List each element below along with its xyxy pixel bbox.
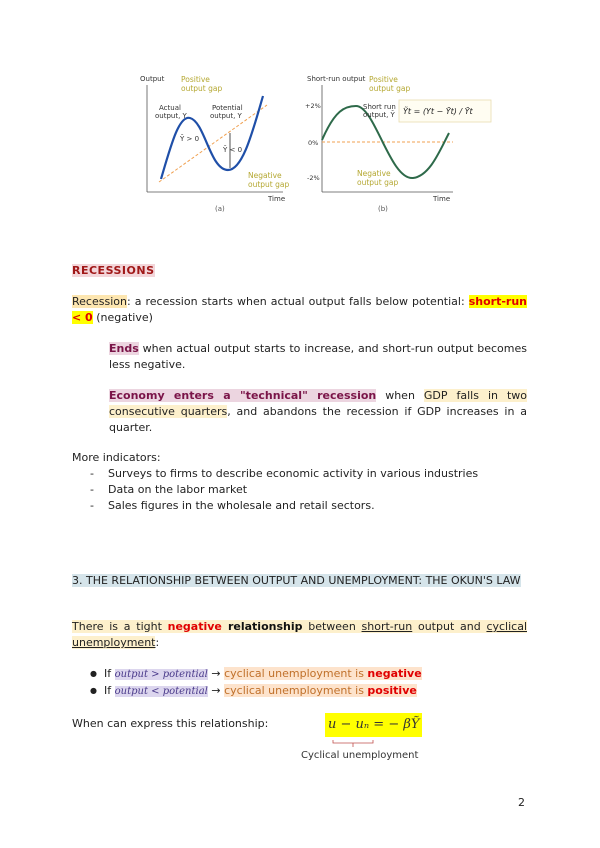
express-label: When can express this relationship: [72, 717, 269, 730]
svg-text:output gap: output gap [248, 180, 289, 189]
okun-intro: There is a tight negative relationship b… [72, 620, 527, 649]
figure-left: Output Time (a) Positive output gap Actu… [140, 75, 289, 213]
cyclical-unemployment-label: Cyclical unemployment [301, 750, 419, 761]
list-item: If output < potential → cyclical unemplo… [90, 683, 520, 700]
svg-text:output gap: output gap [369, 84, 410, 93]
svg-text:Short-run output: Short-run output [307, 75, 366, 83]
potential-output-line [158, 104, 268, 183]
more-indicators-label: More indicators: [72, 451, 161, 464]
recessions-heading: RECESSIONS [72, 264, 155, 277]
svg-text:Negative: Negative [357, 169, 391, 178]
okun-equation: u − uₙ = − βỸ [325, 713, 422, 737]
technical-recession: Economy enters a "technical" recession w… [109, 389, 527, 434]
short-run-output-formula: Ỹt = (Yt − Ȳt) / Ȳt [403, 106, 474, 116]
svg-text:Short run: Short run [363, 103, 396, 111]
svg-text:Output: Output [140, 75, 165, 83]
svg-text:output gap: output gap [357, 178, 398, 187]
svg-text:(a): (a) [215, 205, 225, 213]
list-item: Surveys to firms to describe economic ac… [90, 466, 527, 482]
okun-bullets: If output > potential → cyclical unemplo… [90, 666, 520, 700]
svg-text:output, Ỹ: output, Ỹ [363, 110, 396, 119]
svg-text:Time: Time [267, 195, 285, 203]
svg-text:Ỹ > 0: Ỹ > 0 [179, 134, 199, 143]
okun-heading: 3. THE RELATIONSHIP BETWEEN OUTPUT AND U… [72, 574, 521, 587]
svg-text:Positive: Positive [369, 75, 398, 84]
svg-text:-2%: -2% [307, 174, 320, 182]
svg-text:Ỹ < 0: Ỹ < 0 [222, 145, 242, 154]
svg-text:Actual: Actual [159, 104, 181, 112]
list-item: Sales figures in the wholesale and retai… [90, 498, 527, 514]
page-number: 2 [518, 796, 525, 809]
output-gap-figure: Output Time (a) Positive output gap Actu… [140, 75, 492, 213]
list-item: If output > potential → cyclical unemplo… [90, 666, 520, 683]
svg-text:output gap: output gap [181, 84, 222, 93]
recession-definition: Recession: a recession starts when actua… [72, 295, 527, 324]
svg-text:+2%: +2% [305, 102, 321, 110]
figure-right: Short-run output Time (b) +2% 0% -2% Pos… [305, 75, 492, 213]
short-run-output-curve [321, 104, 450, 180]
svg-text:0%: 0% [308, 139, 318, 147]
brace-icon [332, 740, 374, 747]
actual-output-curve [159, 95, 265, 180]
svg-text:output, Y: output, Y [155, 112, 188, 120]
svg-text:Positive: Positive [181, 75, 210, 84]
formula-box [398, 99, 492, 123]
list-item: Data on the labor market [90, 482, 527, 498]
svg-text:Potential: Potential [212, 104, 243, 112]
svg-text:output, Y: output, Y [210, 112, 243, 120]
svg-text:Negative: Negative [248, 171, 282, 180]
recession-ends: Ends when actual output starts to increa… [109, 342, 527, 371]
svg-text:Time: Time [432, 195, 450, 203]
more-indicators: More indicators: Surveys to firms to des… [72, 450, 527, 514]
svg-text:(b): (b) [378, 205, 388, 213]
